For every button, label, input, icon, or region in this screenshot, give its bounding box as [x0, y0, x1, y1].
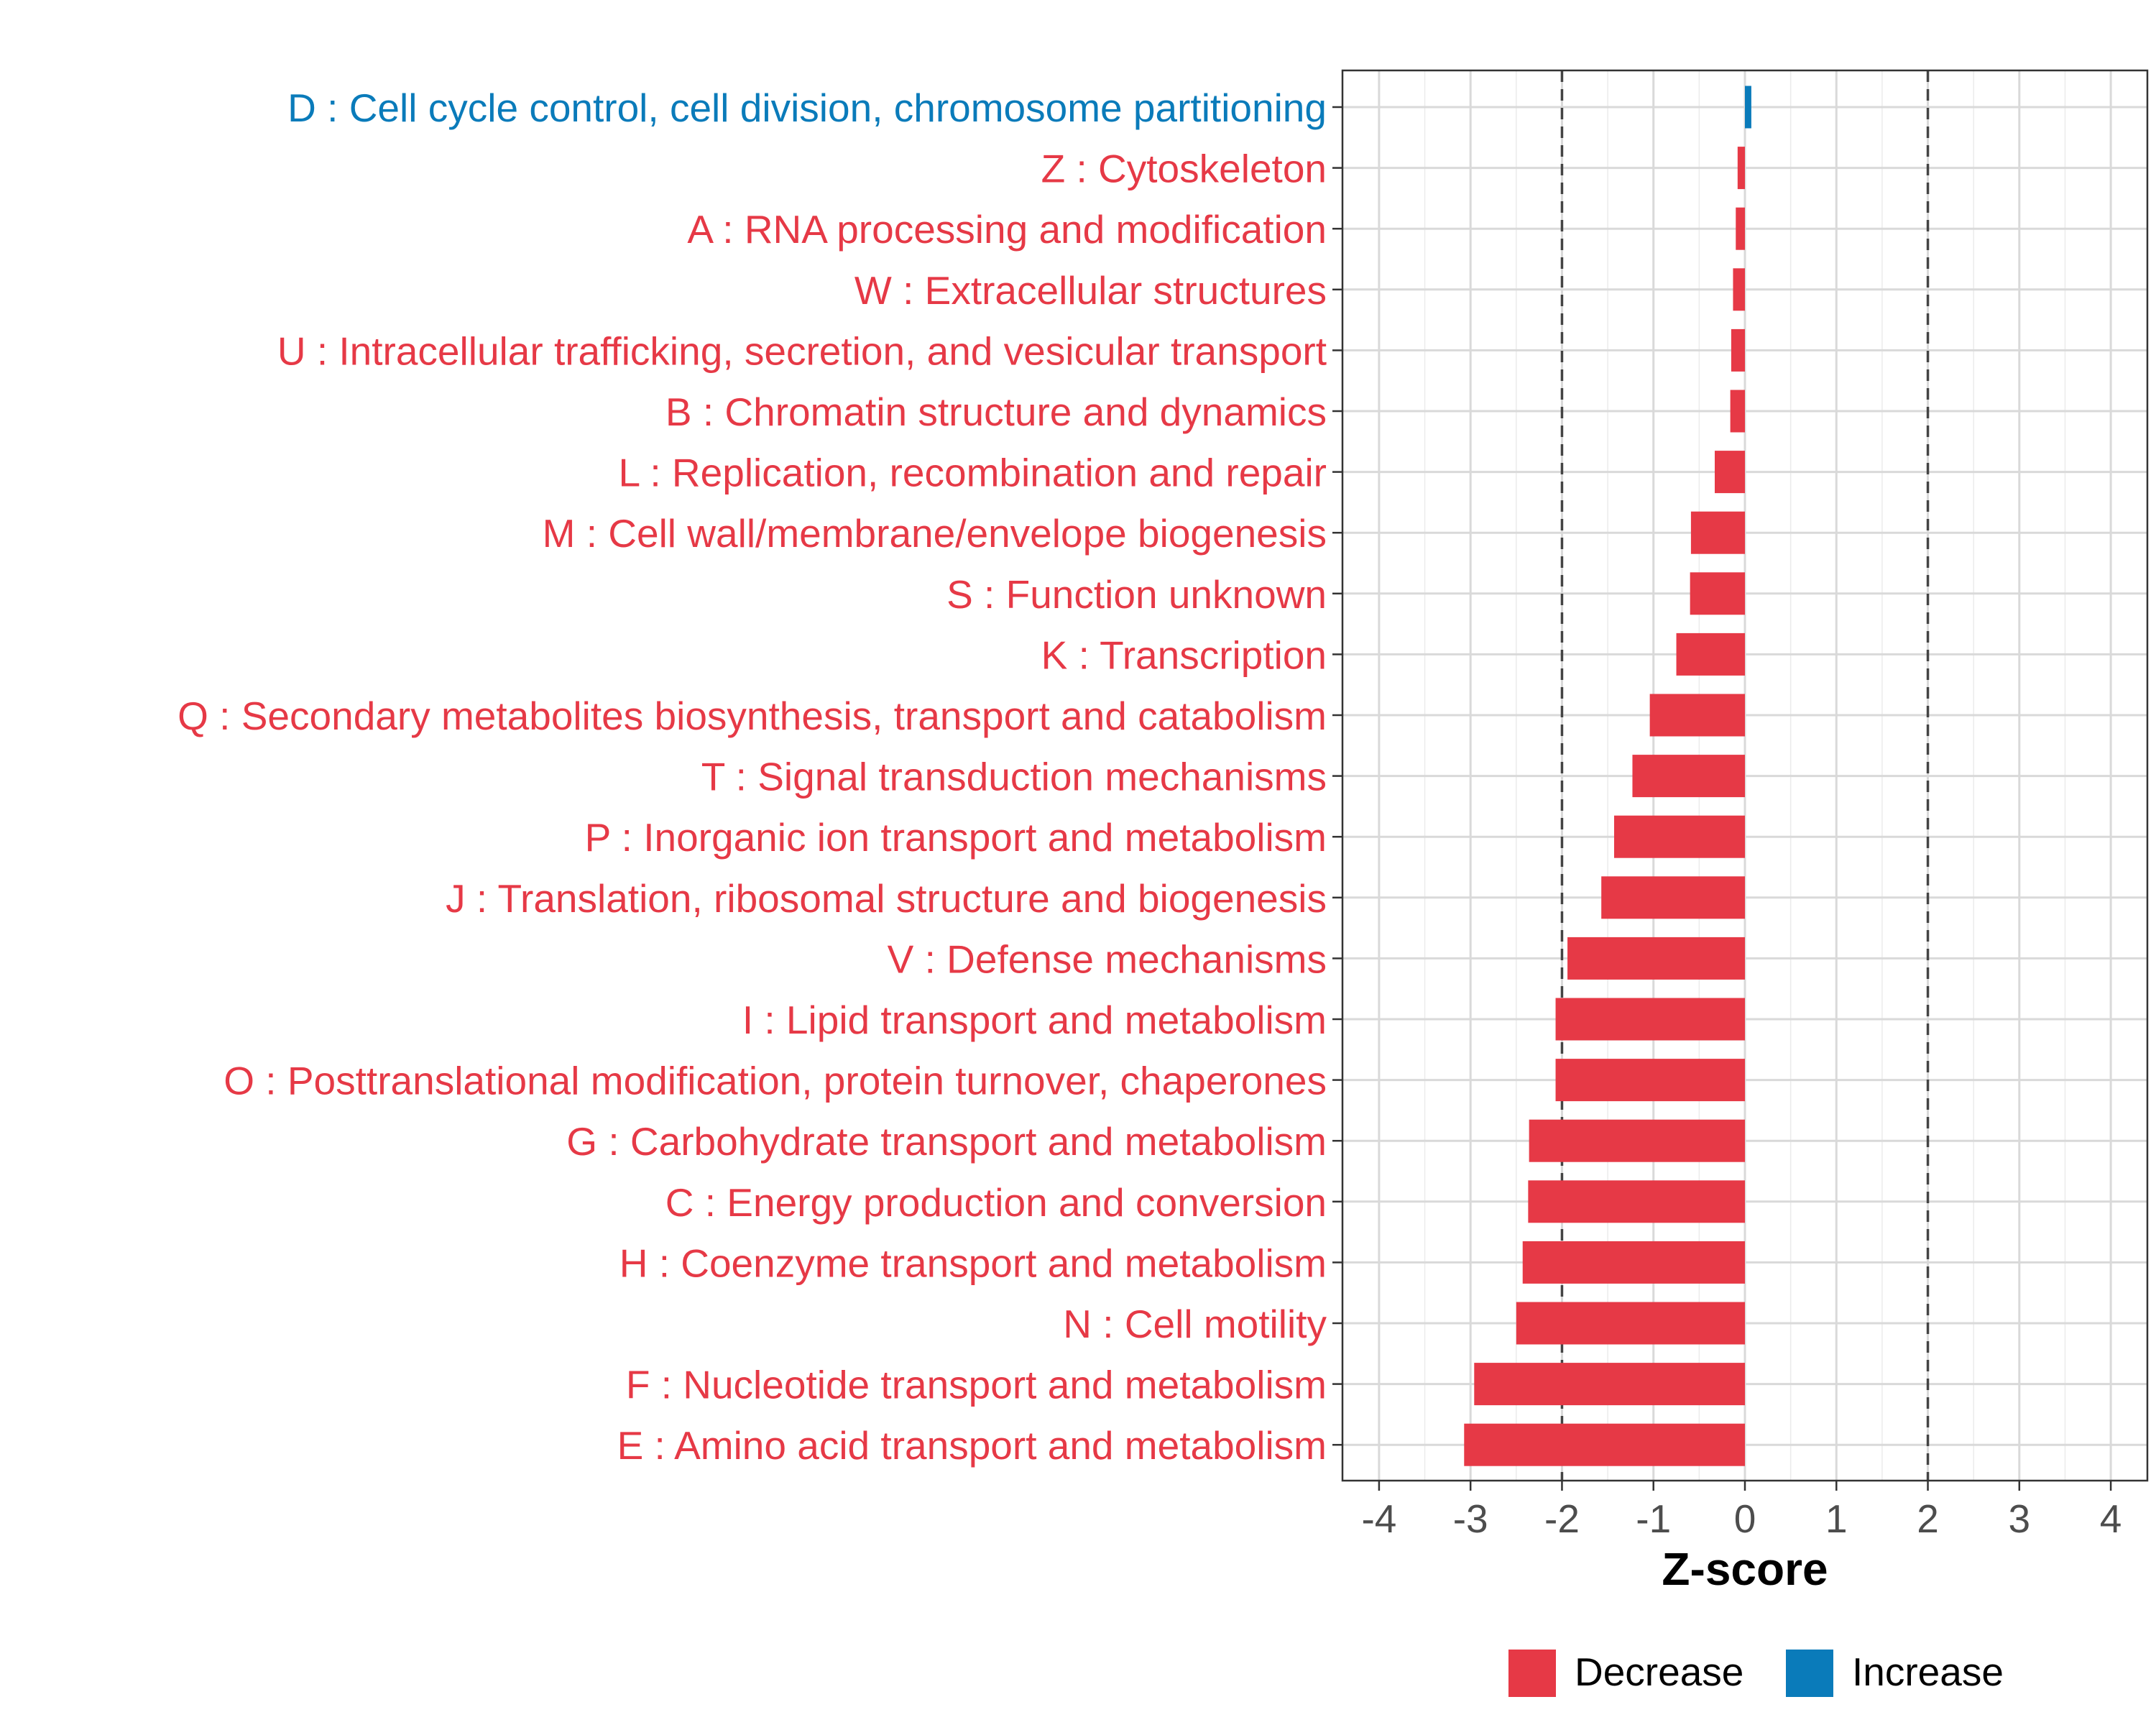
y-tick-label: E : Amino acid transport and metabolism	[617, 1423, 1327, 1468]
y-tick-label: L : Replication, recombination and repai…	[619, 451, 1327, 495]
legend-swatch	[1508, 1650, 1556, 1697]
bar	[1474, 1363, 1745, 1406]
bar	[1745, 86, 1751, 129]
y-tick-label: K : Transcription	[1041, 632, 1327, 677]
bar	[1676, 632, 1745, 676]
y-tick-label: D : Cell cycle control, cell division, c…	[287, 86, 1327, 130]
x-tick-label: 4	[2100, 1496, 2122, 1541]
bar	[1690, 572, 1745, 615]
x-tick-label: -1	[1636, 1496, 1671, 1541]
bar	[1464, 1423, 1745, 1466]
x-tick-label: 3	[2009, 1496, 2031, 1541]
bar	[1614, 815, 1745, 858]
bar	[1567, 937, 1745, 980]
y-ticks: D : Cell cycle control, cell division, c…	[178, 86, 1342, 1468]
y-tick-label: S : Function unknown	[946, 572, 1327, 617]
bar	[1555, 1059, 1745, 1102]
x-tick-label: 2	[1917, 1496, 1939, 1541]
x-tick-label: 1	[1825, 1496, 1848, 1541]
legend-label: Decrease	[1575, 1650, 1743, 1694]
y-tick-label: H : Coenzyme transport and metabolism	[619, 1241, 1327, 1285]
y-tick-label: Z : Cytoskeleton	[1041, 147, 1327, 191]
y-tick-label: Q : Secondary metabolites biosynthesis, …	[178, 694, 1327, 738]
x-tick-label: 0	[1734, 1496, 1756, 1541]
x-axis-title: Z-score	[1662, 1543, 1828, 1595]
y-tick-label: G : Carbohydrate transport and metabolis…	[566, 1119, 1327, 1164]
legend: Decrease Increase	[1508, 1650, 2004, 1697]
bars	[1464, 86, 1751, 1466]
y-tick-label: W : Extracellular structures	[854, 268, 1327, 313]
y-tick-label: V : Defense mechanisms	[888, 937, 1327, 981]
x-tick-label: -3	[1453, 1496, 1488, 1541]
y-tick-label: B : Chromatin structure and dynamics	[665, 390, 1327, 434]
y-tick-label: M : Cell wall/membrane/envelope biogenes…	[543, 511, 1327, 556]
bar	[1715, 451, 1745, 494]
legend-swatch	[1786, 1650, 1833, 1697]
y-tick-label: J : Translation, ribosomal structure and…	[446, 876, 1327, 921]
y-tick-label: N : Cell motility	[1063, 1302, 1327, 1346]
y-tick-label: F : Nucleotide transport and metabolism	[626, 1363, 1327, 1407]
bar	[1730, 390, 1745, 433]
y-tick-label: P : Inorganic ion transport and metaboli…	[585, 815, 1327, 860]
bar	[1733, 268, 1745, 311]
bar	[1632, 755, 1745, 798]
x-tick-label: -4	[1361, 1496, 1396, 1541]
y-tick-label: C : Energy production and conversion	[665, 1180, 1327, 1225]
y-tick-label: A : RNA processing and modification	[687, 207, 1327, 252]
bar	[1522, 1241, 1745, 1284]
bar	[1690, 511, 1745, 554]
bar	[1516, 1302, 1745, 1345]
bar	[1555, 998, 1745, 1041]
y-tick-label: O : Posttranslational modification, prot…	[224, 1059, 1327, 1103]
bar	[1649, 694, 1745, 737]
bar	[1528, 1180, 1745, 1223]
x-tick-label: -2	[1544, 1496, 1580, 1541]
bar	[1601, 876, 1745, 919]
bar	[1737, 147, 1745, 190]
bar	[1529, 1119, 1745, 1162]
legend-label: Increase	[1852, 1650, 2004, 1694]
x-ticks: -4 -3 -2 -1 0 1 2 3 4	[1361, 1481, 2122, 1541]
bar	[1736, 207, 1745, 250]
bar	[1731, 328, 1745, 372]
y-tick-label: U : Intracellular trafficking, secretion…	[277, 328, 1327, 373]
y-tick-label: I : Lipid transport and metabolism	[742, 998, 1327, 1042]
y-tick-label: T : Signal transduction mechanisms	[701, 755, 1327, 799]
reference-lines	[1560, 70, 1930, 1481]
